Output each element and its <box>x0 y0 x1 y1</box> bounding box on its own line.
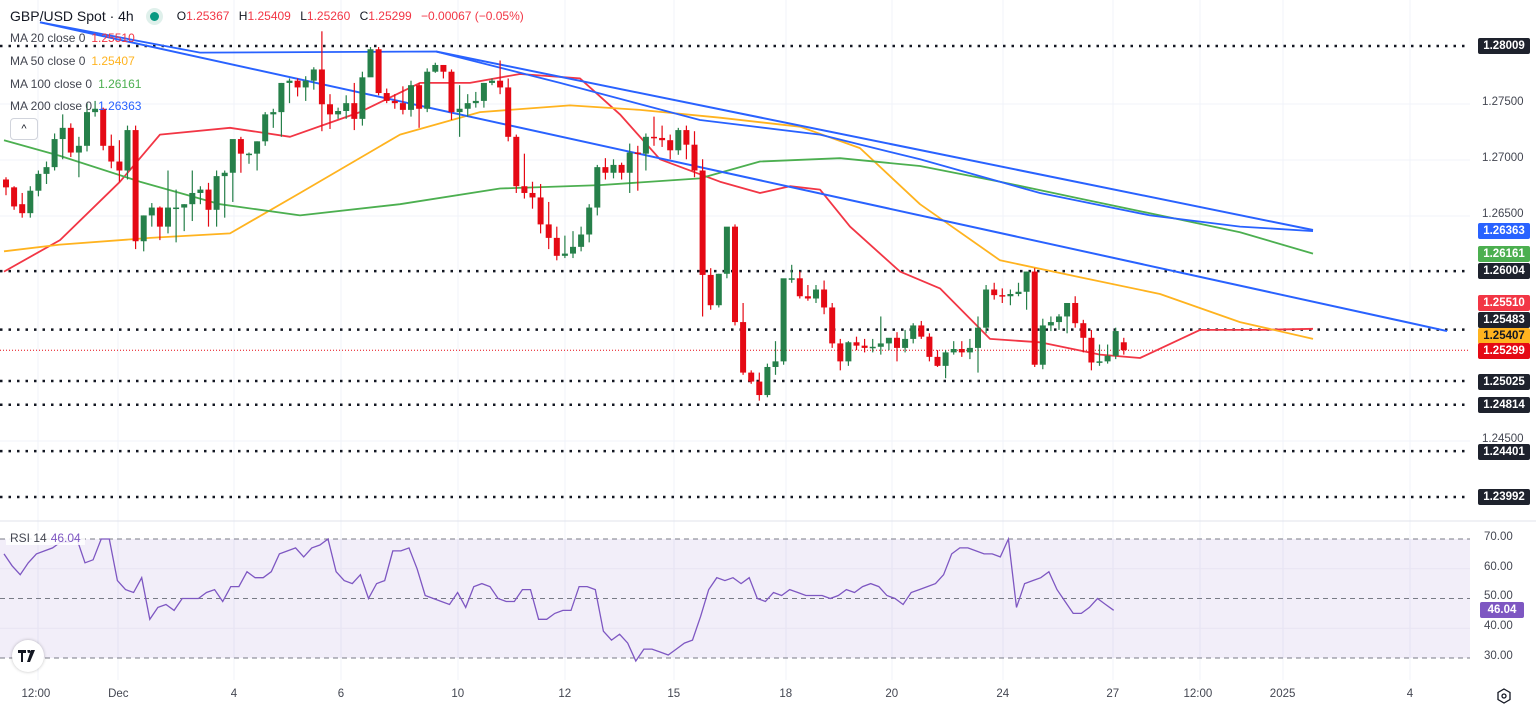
ma20-legend[interactable]: MA 20 close 0 1.25510 <box>10 31 135 45</box>
time-label: 20 <box>885 688 899 700</box>
price-tag: 1.26161 <box>1478 246 1530 262</box>
tradingview-logo-icon <box>18 650 35 662</box>
price-tag: 1.26004 <box>1478 263 1530 279</box>
trendlines[interactable] <box>39 21 1448 333</box>
market-status-icon <box>149 11 159 21</box>
time-label: 27 <box>1106 688 1120 700</box>
price-tag: 1.25299 <box>1478 343 1530 359</box>
ma20-line <box>3 73 1314 359</box>
time-label: 12:00 <box>1183 688 1213 700</box>
time-label: 12:00 <box>21 688 51 700</box>
ohlc-values: O1.25367 H1.25409 L1.25260 C1.25299 −0.0… <box>176 9 524 23</box>
price-label: 1.27000 <box>1482 152 1524 164</box>
time-label: 6 <box>337 688 345 700</box>
candlesticks <box>3 31 1127 401</box>
rsi-legend[interactable]: RSI 14 46.04 <box>6 531 85 545</box>
rsi-value-tag: 46.04 <box>1480 602 1524 618</box>
ma50-line <box>3 104 1314 340</box>
symbol-legend[interactable]: GBP/USD Spot · 4h O1.25367 H1.25409 L1.2… <box>10 8 530 24</box>
price-tag: 1.28009 <box>1478 38 1530 54</box>
time-label: 12 <box>558 688 572 700</box>
rsi-axis-label: 70.00 <box>1484 531 1513 543</box>
settings-gear-icon[interactable] <box>1496 688 1512 704</box>
price-tag: 1.25407 <box>1478 328 1530 344</box>
tradingview-logo[interactable] <box>12 640 44 672</box>
ma200-line <box>39 21 1314 232</box>
time-label: 2025 <box>1269 688 1296 700</box>
ma200-legend[interactable]: MA 200 close 0 1.26363 <box>10 99 142 113</box>
price-label: 1.26500 <box>1482 208 1524 220</box>
time-label: 15 <box>667 688 681 700</box>
time-label: 10 <box>451 688 465 700</box>
ma50-legend[interactable]: MA 50 close 0 1.25407 <box>10 54 135 68</box>
price-label: 1.27500 <box>1482 96 1524 108</box>
price-label: 1.24500 <box>1482 433 1524 445</box>
price-tag: 1.25510 <box>1478 295 1530 311</box>
rsi-axis-label: 60.00 <box>1484 561 1513 573</box>
time-label: 24 <box>996 688 1010 700</box>
time-label: 4 <box>1406 688 1414 700</box>
long-downtrend-trendline <box>39 21 1448 333</box>
price-tag: 1.25025 <box>1478 374 1530 390</box>
short-downtrend-trendline <box>435 50 1314 231</box>
price-tag: 1.24401 <box>1478 444 1530 460</box>
ma100-legend[interactable]: MA 100 close 0 1.26161 <box>10 77 142 91</box>
price-tag: 1.24814 <box>1478 397 1530 413</box>
rsi-axis-label: 50.00 <box>1484 590 1513 602</box>
chevron-up-icon: ^ <box>21 123 27 135</box>
rsi-axis-label: 40.00 <box>1484 620 1513 632</box>
time-label: 18 <box>779 688 793 700</box>
rsi-axis-label: 30.00 <box>1484 650 1513 662</box>
symbol-title: GBP/USD Spot · 4h <box>10 8 134 24</box>
rsi-pane <box>0 536 1470 663</box>
price-tag: 1.23992 <box>1478 489 1530 505</box>
collapse-legend-button[interactable]: ^ <box>10 118 38 140</box>
price-tag: 1.26363 <box>1478 223 1530 239</box>
price-change: −0.00067 (−0.05%) <box>421 9 524 23</box>
time-label: 4 <box>230 688 238 700</box>
time-label: Dec <box>108 688 129 700</box>
price-tag: 1.25483 <box>1478 312 1530 328</box>
